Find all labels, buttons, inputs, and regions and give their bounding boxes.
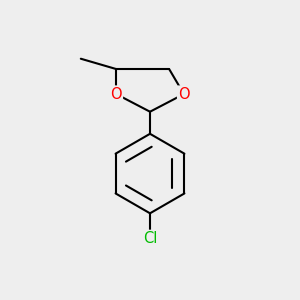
- Text: Cl: Cl: [143, 231, 157, 246]
- Text: O: O: [178, 87, 190, 102]
- Text: O: O: [110, 87, 122, 102]
